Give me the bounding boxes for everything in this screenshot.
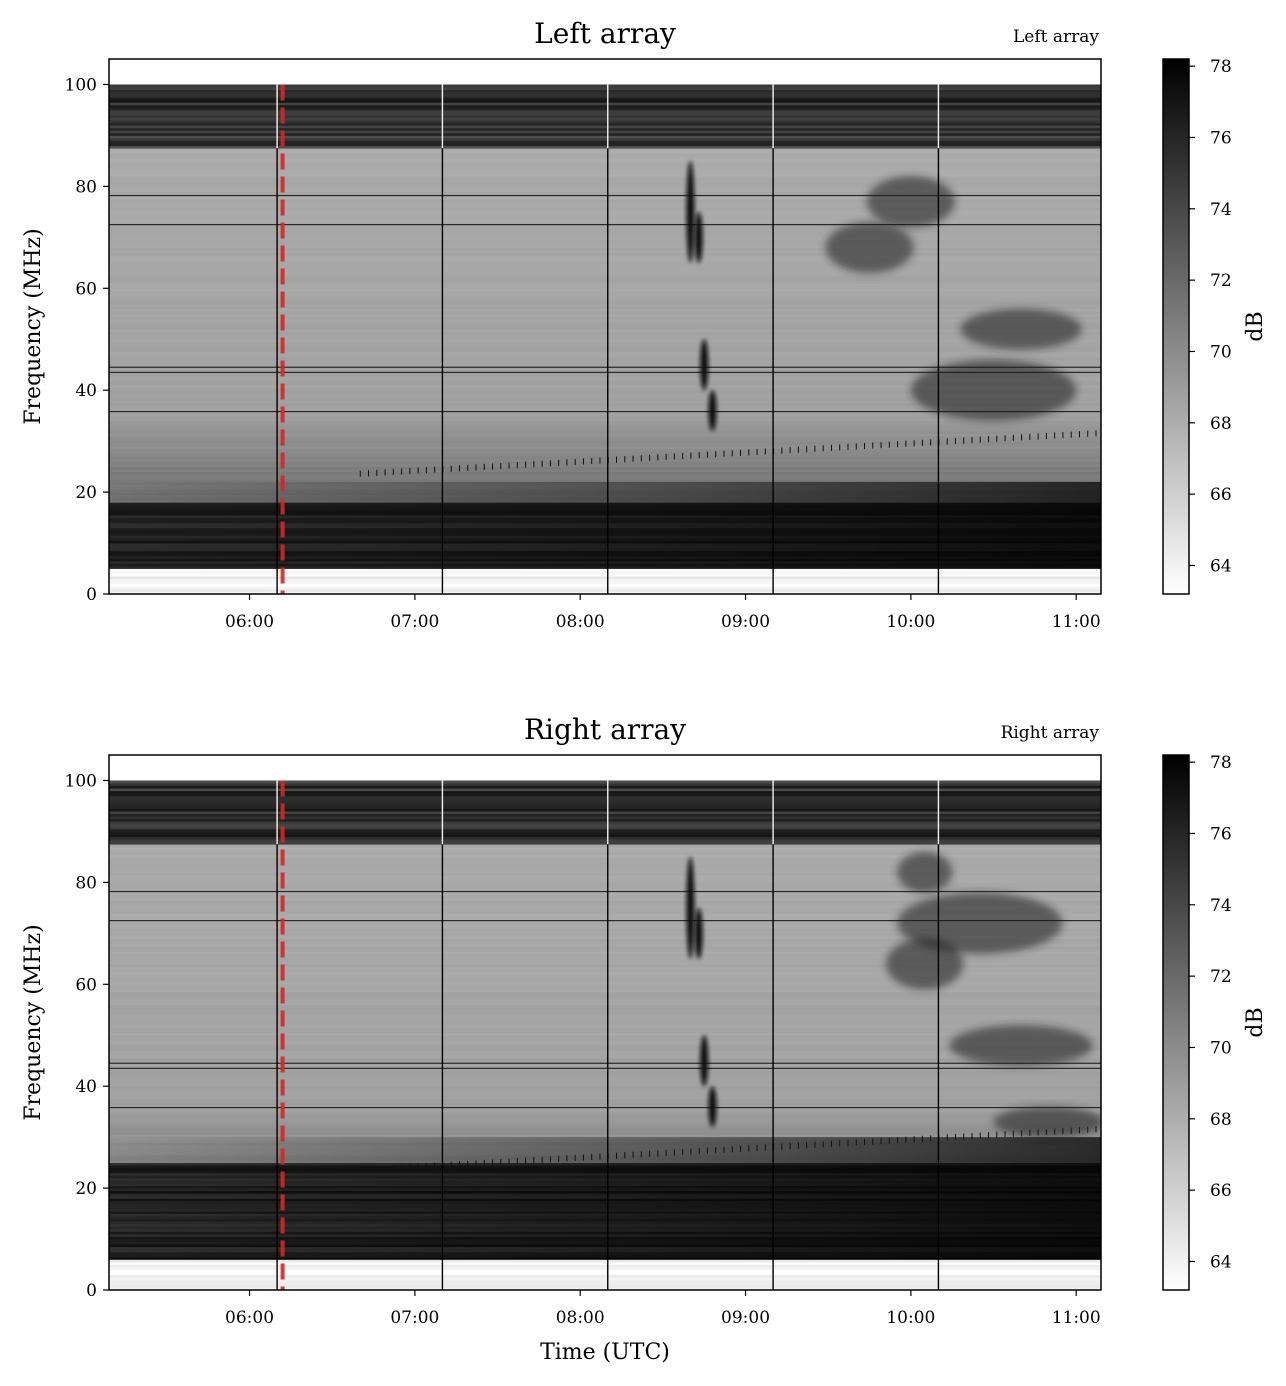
colorbar-tick-label: 70 [1210,342,1232,362]
colorbar-tick-label: 74 [1210,200,1232,220]
spectrogram-image [109,59,1101,594]
x-tick-label: 09:00 [721,1308,770,1328]
y-axis-label: Frequency (MHz) [21,228,46,424]
x-tick-label: 10:00 [886,1308,935,1328]
chart-panel-left-array: 0 20 40 60 80 100 06:00 07:00 08:00 09:00 10:00 11:… [21,17,1268,632]
colorbar-label: dB [1243,1007,1268,1037]
colorbar-tick-label: 70 [1210,1038,1232,1058]
colorbar-tick-label: 76 [1210,824,1232,844]
colorbar-gradient [1162,58,1190,595]
colorbar-tick-label: 72 [1210,967,1232,987]
x-tick-label: 10:00 [886,612,935,632]
colorbar: 64 66 68 70 72 74 76 78 dB [1162,753,1268,1291]
x-tick-label: 08:00 [556,612,605,632]
colorbar-label: dB [1243,311,1268,341]
y-tick-label: 100 [65,75,97,95]
x-tick-label: 11:00 [1052,612,1101,632]
x-tick-label: 07:00 [390,612,439,632]
colorbar-tick-label: 64 [1210,1252,1232,1272]
y-axis-label: Frequency (MHz) [21,924,46,1120]
y-tick-label: 80 [75,177,97,197]
y-tick-label: 20 [75,483,97,503]
chart-panel-right-array: 0 20 40 60 80 100 06:00 07:00 08:00 09:00 10:00 11:… [21,713,1268,1365]
y-tick-label: 60 [75,279,97,299]
colorbar-tick-label: 78 [1210,57,1232,77]
plot-frame [108,58,1102,595]
colorbar: 64 66 68 70 72 74 76 78 dB [1162,57,1268,595]
colorbar-tick-label: 72 [1210,271,1232,291]
colorbar-tick-label: 68 [1210,414,1232,434]
chart-title: Left array [534,17,676,50]
y-tick-label: 0 [86,1281,97,1301]
x-tick-label: 08:00 [556,1308,605,1328]
x-tick-label: 07:00 [390,1308,439,1328]
colorbar-tick-label: 74 [1210,896,1232,916]
colorbar-tick-label: 64 [1210,556,1232,576]
colorbar-tick-label: 66 [1210,1181,1232,1201]
x-tick-label: 06:00 [225,612,274,632]
colorbar-tick-label: 66 [1210,485,1232,505]
spectrogram-image [109,755,1101,1290]
x-tick-label: 09:00 [721,612,770,632]
y-tick-label: 100 [65,771,97,791]
y-tick-label: 80 [75,873,97,893]
colorbar-gradient [1162,754,1190,1291]
y-tick-label: 40 [75,1077,97,1097]
colorbar-tick-label: 68 [1210,1110,1232,1130]
x-tick-label: 06:00 [225,1308,274,1328]
colorbar-tick-label: 76 [1210,128,1232,148]
y-tick-label: 60 [75,975,97,995]
colorbar-tick-label: 78 [1210,753,1232,773]
y-tick-label: 20 [75,1179,97,1199]
chart-title: Right array [524,713,686,746]
x-axis-label: Time (UTC) [540,1340,670,1365]
y-tick-label: 40 [75,381,97,401]
panel-corner-label: Right array [1001,723,1100,743]
plot-frame [108,754,1102,1291]
panel-corner-label: Left array [1013,27,1099,47]
y-tick-label: 0 [86,585,97,605]
x-tick-label: 11:00 [1052,1308,1101,1328]
